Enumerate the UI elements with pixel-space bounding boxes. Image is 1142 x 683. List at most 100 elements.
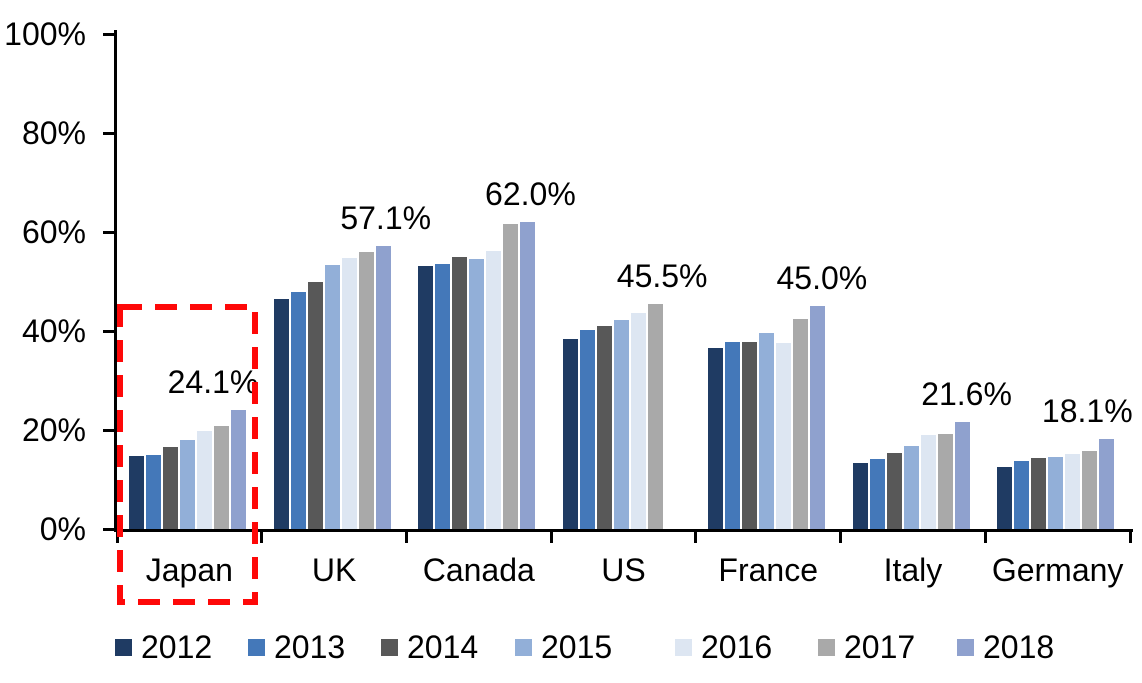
category-label-uk: UK <box>311 552 357 588</box>
legend-label: 2012 <box>141 629 213 665</box>
legend-swatch-2015 <box>515 639 532 656</box>
x-tick <box>115 529 119 543</box>
y-tick <box>103 231 115 234</box>
y-axis-label: 40% <box>21 313 86 349</box>
bar-2017-germany <box>1082 451 1098 529</box>
bar-2014-canada <box>452 257 468 529</box>
category-label-us: US <box>601 552 646 588</box>
category-label-germany: Germany <box>991 552 1124 588</box>
x-tick <box>983 529 987 543</box>
bar-2012-uk <box>273 298 289 529</box>
bar-2015-us <box>614 319 630 529</box>
y-axis-line <box>114 30 117 531</box>
x-tick <box>1128 529 1132 543</box>
legend-item-2015: 2015 <box>515 630 625 664</box>
bar-2018-france <box>809 306 825 529</box>
bar-2016-france <box>775 343 791 529</box>
category-label-france: France <box>718 552 818 588</box>
y-tick <box>103 528 115 531</box>
legend-item-2012: 2012 <box>115 630 225 664</box>
legend-label: 2014 <box>407 629 479 665</box>
bar-2013-us <box>580 330 596 529</box>
category-label-japan: Japan <box>145 552 233 588</box>
legend-label: 2013 <box>274 629 346 665</box>
bar-2012-canada <box>418 266 434 529</box>
legend-item-2016: 2016 <box>675 630 785 664</box>
bar-2015-uk <box>324 264 340 529</box>
category-label-italy: Italy <box>883 552 943 588</box>
category-label-canada: Canada <box>422 552 535 588</box>
bar-2018-germany <box>1099 439 1115 529</box>
y-tick <box>103 429 115 432</box>
bar-2013-france <box>724 341 740 529</box>
bar-2015-italy <box>903 446 919 529</box>
value-label-germany: 18.1% <box>1041 393 1133 430</box>
bar-2017-japan <box>214 426 229 529</box>
value-label-france: 45.0% <box>776 260 868 297</box>
legend-item-2014: 2014 <box>381 630 491 664</box>
bar-2015-japan <box>180 439 195 529</box>
legend-label: 2018 <box>983 629 1055 665</box>
bar-2014-uk <box>307 281 323 529</box>
x-axis-line <box>114 529 1133 532</box>
y-tick <box>103 132 115 135</box>
legend-swatch-2016 <box>675 639 692 656</box>
legend-item-2017: 2017 <box>818 630 928 664</box>
bar-2013-canada <box>435 263 451 529</box>
value-label-canada: 62.0% <box>485 176 576 213</box>
bar-2012-italy <box>852 463 868 529</box>
y-tick <box>103 33 115 36</box>
legend-swatch-2014 <box>381 639 398 656</box>
bar-2018-canada <box>520 222 536 529</box>
legend-swatch-2012 <box>115 639 132 656</box>
x-tick <box>549 529 553 543</box>
bar-2014-japan <box>163 446 178 529</box>
bar-2012-france <box>707 347 723 529</box>
y-tick <box>103 330 115 333</box>
bar-2018-uk <box>375 246 391 529</box>
bar-2014-germany <box>1031 458 1047 529</box>
bar-2013-germany <box>1014 461 1030 529</box>
bar-2016-us <box>631 313 647 529</box>
y-axis-label: 0% <box>39 511 86 547</box>
bar-2018-japan <box>231 409 246 529</box>
bar-2017-canada <box>503 223 519 529</box>
x-tick <box>404 529 408 543</box>
legend-label: 2017 <box>844 629 916 665</box>
value-label-uk: 57.1% <box>340 200 432 237</box>
x-tick <box>839 529 843 543</box>
bar-2016-japan <box>197 431 212 529</box>
legend-item-2013: 2013 <box>248 630 358 664</box>
bar-2013-japan <box>146 454 161 529</box>
x-tick <box>694 529 698 543</box>
y-axis-label: 80% <box>21 115 86 151</box>
value-label-italy: 21.6% <box>921 376 1012 413</box>
bar-2017-italy <box>937 434 953 529</box>
y-axis-label: 20% <box>21 412 86 448</box>
bar-2013-uk <box>290 291 306 529</box>
legend-swatch-2013 <box>248 639 265 656</box>
legend-item-2018: 2018 <box>957 630 1067 664</box>
bar-2016-uk <box>341 257 357 529</box>
bar-2015-canada <box>469 258 485 529</box>
y-axis-label: 60% <box>21 214 86 250</box>
x-tick <box>260 529 264 543</box>
bar-2017-uk <box>358 252 374 529</box>
value-label-japan: 24.1% <box>167 363 259 400</box>
value-label-us: 45.5% <box>616 257 708 294</box>
legend-swatch-2018 <box>957 639 974 656</box>
bar-2013-italy <box>869 459 885 529</box>
bar-2015-germany <box>1048 456 1064 529</box>
bar-2012-germany <box>997 467 1013 529</box>
bar-2016-germany <box>1065 453 1081 529</box>
legend-swatch-2017 <box>818 639 835 656</box>
bar-2014-us <box>597 326 613 529</box>
bar-2015-france <box>758 333 774 529</box>
bar-2017-us <box>648 303 664 529</box>
bar-2014-france <box>741 341 757 529</box>
bar-2012-japan <box>129 456 144 529</box>
bar-2016-canada <box>486 251 502 529</box>
legend-label: 2016 <box>701 629 773 665</box>
bar-2017-france <box>792 319 808 529</box>
